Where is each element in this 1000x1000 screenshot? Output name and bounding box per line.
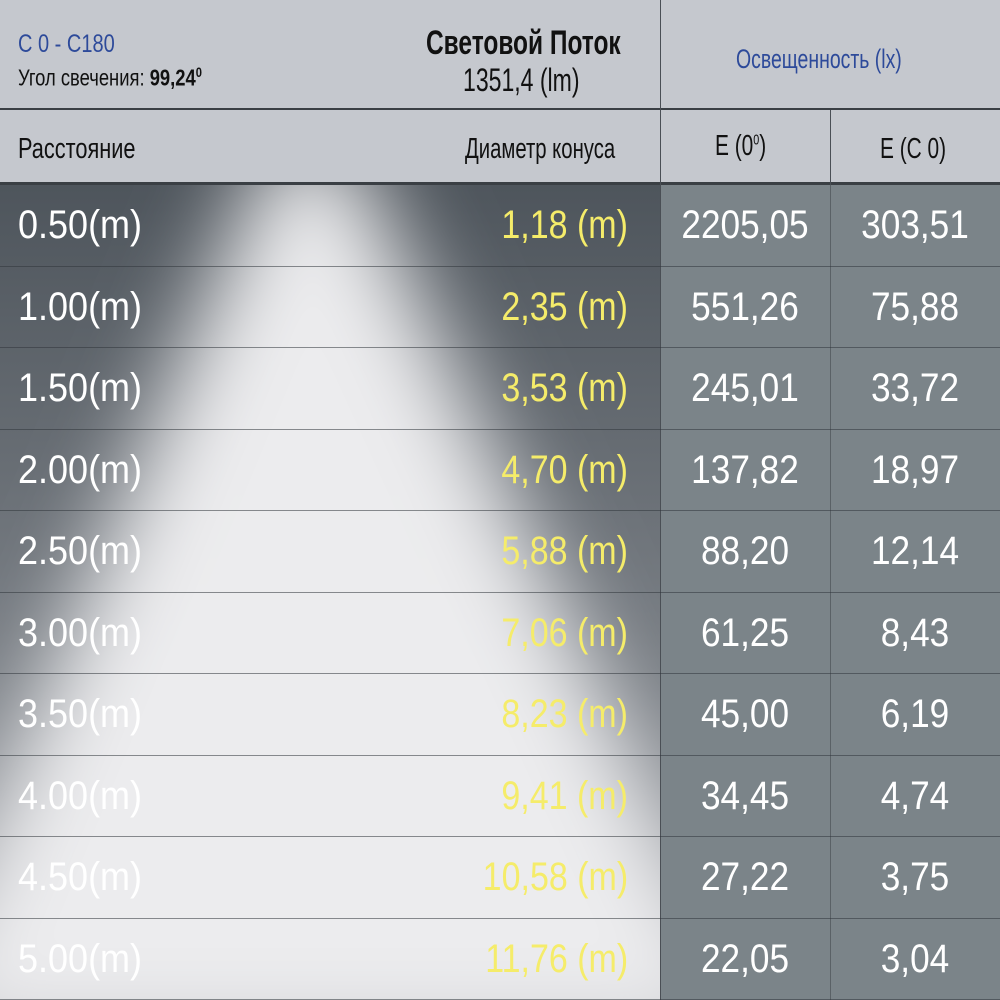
e0-cell: 61,25 [700,610,790,655]
divider [0,108,1000,110]
col-e0-label: E (0 [715,130,754,162]
e0-cell: 551,26 [691,284,799,329]
divider [830,185,831,1000]
col-distance: Расстояние [18,133,136,165]
ec0-cell: 8,43 [880,610,950,655]
table-row: 5.00(m) 11,76 (m) 22,05 3,04 [0,919,1000,1000]
table-row: 3.00(m) 7,06 (m) 61,25 8,43 [0,593,1000,674]
ec0-cell: 33,72 [870,366,960,410]
flux-value: 1351,4 (lm) [463,62,580,98]
diameter-cell: 3,53 (m) [501,366,628,410]
row-divider [0,428,1000,430]
row-divider [0,754,1000,756]
table-row: 4.50(m) 10,58 (m) 27,22 3,75 [0,837,1000,919]
row-divider [0,591,1000,593]
table-row: 2.50(m) 5,88 (m) 88,20 12,14 [0,511,1000,593]
distance-cell: 4.50(m) [18,855,143,899]
ec0-cell: 3,04 [880,936,950,981]
row-divider [0,917,1000,919]
ec0-cell: 18,97 [870,447,960,492]
distance-cell: 1.50(m) [18,366,143,410]
ec0-cell: 3,75 [880,855,950,899]
e0-cell: 22,05 [700,936,790,981]
ec0-cell: 75,88 [870,284,960,329]
distance-cell: 3.50(m) [18,692,143,736]
row-divider [0,836,1000,837]
flux-title: Световой Поток [426,24,621,62]
diameter-cell: 9,41 (m) [501,773,628,818]
table-row: 1.00(m) 2,35 (m) 551,26 75,88 [0,267,1000,348]
light-cone-graphic [0,185,660,1000]
ec0-cell: 303,51 [861,203,969,247]
row-divider [0,265,1000,267]
table-row: 3.50(m) 8,23 (m) 45,00 6,19 [0,674,1000,756]
degree-sup: 0 [195,64,202,80]
col-e0-sup: 0 [753,131,760,149]
e0-cell: 88,20 [700,529,790,573]
distance-cell: 5.00(m) [18,936,143,981]
distance-cell: 3.00(m) [18,610,143,655]
row-divider [0,673,1000,674]
ec0-column [831,185,1000,1000]
diameter-cell: 2,35 (m) [501,284,628,329]
diameter-cell: 11,76 (m) [485,936,628,981]
plane-label: C 0 - C180 [18,30,115,58]
divider [660,0,661,1000]
distance-cell: 2.00(m) [18,447,143,492]
distance-cell: 4.00(m) [18,773,143,818]
col-e0: E (00) [715,130,766,163]
table-header: C 0 - C180 Угол свечения: 99,240 Светово… [0,0,1000,185]
e0-cell: 27,22 [700,855,790,899]
diameter-cell: 7,06 (m) [501,610,628,655]
diameter-cell: 8,23 (m) [501,692,628,736]
diameter-cell: 5,88 (m) [501,529,628,573]
e0-cell: 245,01 [691,366,799,410]
ec0-cell: 6,19 [880,692,950,736]
e0-cell: 45,00 [700,692,790,736]
divider [0,182,1000,185]
e0-column [661,185,830,1000]
table-row: 2.00(m) 4,70 (m) 137,82 18,97 [0,430,1000,511]
diameter-cell: 4,70 (m) [501,447,628,492]
row-divider [0,510,1000,511]
col-diameter: Диаметр конуса [465,133,616,165]
distance-cell: 2.50(m) [18,529,143,573]
table-row: 4.00(m) 9,41 (m) 34,45 4,74 [0,756,1000,837]
table-row: 0.50(m) 1,18 (m) 2205,05 303,51 [0,185,1000,267]
e0-cell: 137,82 [691,447,799,492]
col-ec0: E (C 0) [880,133,947,165]
beam-angle-value: 99,24 [149,64,196,91]
distance-cell: 1.00(m) [18,284,143,329]
e0-cell: 2205,05 [681,203,809,247]
ec0-cell: 12,14 [870,529,960,573]
illuminance-title: Освещенность (lx) [736,44,902,74]
ec0-cell: 4,74 [880,773,950,818]
table-row: 1.50(m) 3,53 (m) 245,01 33,72 [0,348,1000,430]
diameter-cell: 10,58 (m) [482,855,628,899]
distance-cell: 0.50(m) [18,203,143,247]
col-e0-close: ) [759,130,767,162]
diameter-cell: 1,18 (m) [501,203,628,247]
row-divider [0,347,1000,348]
e0-cell: 34,45 [700,773,790,818]
light-cone [0,185,660,1000]
beam-angle: Угол свечения: 99,240 [18,64,202,92]
light-cone-panel [0,185,660,1000]
beam-angle-label: Угол свечения: [18,64,145,91]
